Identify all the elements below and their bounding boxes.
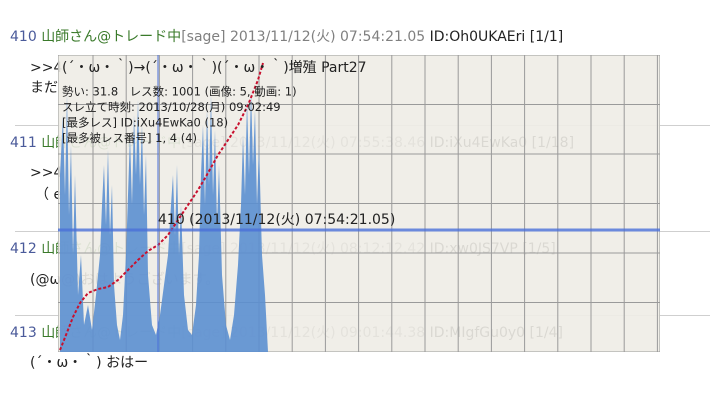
- post-name: 山師さん@トレード中: [41, 29, 182, 45]
- stat-line: 勢い: 31.8 レス数: 1001 (画像: 5, 動画: 1): [62, 85, 297, 99]
- thread-title: (´・ω・｀)→(´・ω・｀)(´・ω・｀)増殖 Part27: [62, 58, 367, 76]
- post-id: ID:Oh0UKAEri: [429, 29, 526, 45]
- post-date: 2013/11/12(火) 07:54:21.05: [229, 29, 426, 45]
- post-mail: [sage]: [181, 29, 226, 45]
- stat-line: [最多被レス番号] 1, 4 (4): [62, 131, 197, 145]
- thread-stats: 勢い: 31.8 レス数: 1001 (画像: 5, 動画: 1)スレ立て時刻:…: [62, 85, 297, 146]
- post-body-line: まだ: [30, 80, 58, 96]
- post-body-line: (´・ω・｀) おはー: [30, 355, 149, 371]
- marker-label: 410 (2013/11/12(火) 07:54:21.05): [158, 212, 395, 228]
- post-body-line: >>4: [30, 60, 63, 76]
- post-number: 412: [10, 241, 37, 257]
- activity-area: [60, 90, 268, 352]
- stat-line: [最多レス] ID:iXu4EwKa0 (18): [62, 116, 228, 130]
- post-body-line: >>4: [30, 165, 63, 181]
- post-body-line: （ e: [35, 187, 63, 203]
- post-number: 413: [10, 325, 37, 341]
- post-header: 410 山師さん@トレード中[sage] 2013/11/12(火) 07:54…: [10, 28, 563, 46]
- activity-overlay: 410 (2013/11/12(火) 07:54:21.05) (´・ω・｀)→…: [58, 55, 660, 352]
- stat-line: スレ立て時刻: 2013/10/28(月) 09:02:49: [62, 100, 281, 114]
- post-count: [1/1]: [529, 29, 564, 45]
- post-number: 410: [10, 29, 37, 45]
- post-number: 411: [10, 135, 37, 151]
